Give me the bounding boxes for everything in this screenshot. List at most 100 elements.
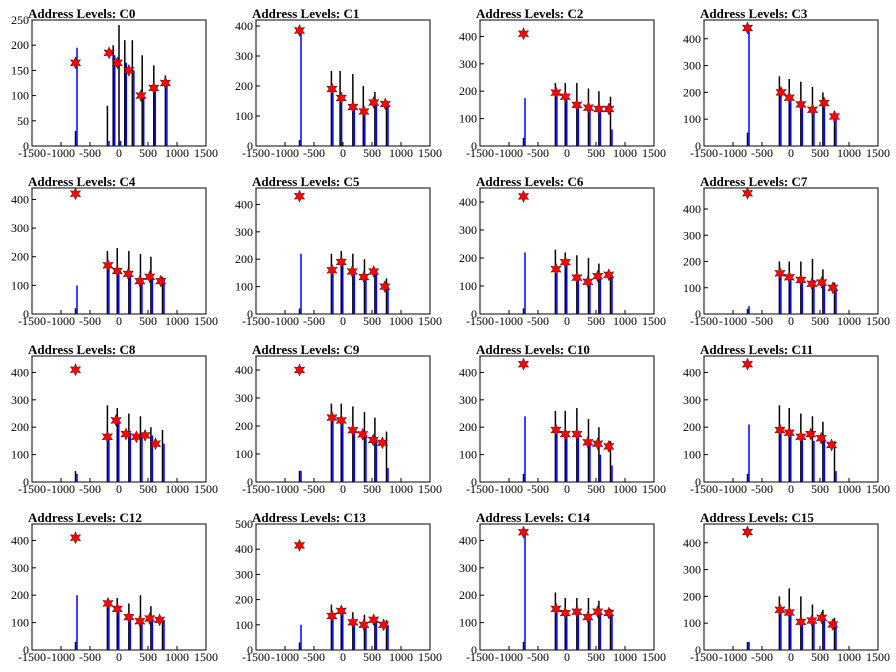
x-tick-label: 1500: [642, 314, 666, 328]
peak-star-marker: [795, 615, 807, 629]
x-tick-label: 0: [564, 146, 570, 160]
x-tick-label: 0: [564, 482, 570, 496]
peak-star-marker: [806, 103, 819, 117]
x-tick-label: -1000: [271, 650, 299, 664]
chart-panel-10: Address Levels: C10 0 100 200 300 400 -1500 -10…: [448, 336, 672, 504]
x-tick-label: -1000: [719, 146, 747, 160]
chart-panel-14: Address Levels: C14 0 100 200 300 400 -1500 -10…: [448, 504, 672, 672]
x-tick-label: -500: [303, 482, 325, 496]
peak-star-marker: [783, 270, 795, 284]
y-tick-label: 200: [683, 420, 701, 434]
chart-svg: 0 100 200 300 400 -1500 -1000 -500 0 500 1000 1500: [459, 523, 666, 664]
x-tick-label: 1500: [418, 482, 442, 496]
y-tick-label: 0: [695, 307, 701, 321]
y-tick-label: 400: [235, 363, 253, 377]
y-tick-label: 250: [11, 13, 29, 27]
peak-star-marker: [795, 97, 807, 111]
peak-star-marker: [603, 439, 615, 453]
chart-title: Address Levels: C3: [700, 6, 808, 21]
y-tick-label: 300: [11, 393, 29, 407]
peak-star-marker: [102, 596, 114, 610]
peak-star-marker: [358, 618, 370, 632]
chart-svg: 0 100 200 300 400 -1500 -1000 -500 0 500 1000 1500: [683, 523, 890, 664]
x-tick-label: 1500: [866, 314, 890, 328]
peak-star-marker: [806, 614, 818, 627]
chart-title: Address Levels: C9: [252, 342, 360, 357]
y-tick-label: 400: [459, 29, 477, 43]
x-tick-label: -500: [79, 650, 101, 664]
x-tick-label: 1500: [418, 146, 442, 160]
y-tick-label: 0: [23, 643, 29, 657]
x-tick-label: 1000: [389, 482, 413, 496]
peak-star-marker: [293, 24, 306, 37]
y-tick-label: 200: [683, 589, 701, 603]
x-tick-label: 1000: [613, 482, 637, 496]
peak-star-marker: [326, 263, 338, 277]
x-tick-label: -1500: [690, 314, 718, 328]
x-tick-label: -500: [79, 314, 101, 328]
x-tick-label: 1000: [165, 482, 189, 496]
y-tick-label: 0: [695, 643, 701, 657]
peak-star-marker: [818, 96, 830, 110]
x-tick-label: 0: [340, 650, 346, 664]
x-tick-label: 1500: [194, 650, 218, 664]
y-tick-label: 100: [11, 278, 29, 292]
peak-star-marker: [368, 613, 380, 627]
x-tick-label: -1000: [271, 482, 299, 496]
peak-star-marker: [550, 423, 562, 437]
x-tick-label: 0: [340, 314, 346, 328]
peak-star-marker: [825, 438, 838, 452]
chart-svg: 0 100 200 300 400 -1500 -1000 -500 0 500 1000 1500: [235, 187, 442, 328]
x-tick-label: 1500: [194, 482, 218, 496]
peak-star-marker: [149, 437, 162, 451]
chart-panel-5: Address Levels: C5 0 100 200 300 400 -1500 -100…: [224, 168, 448, 336]
peak-star-marker: [122, 267, 134, 281]
x-tick-label: 500: [811, 650, 829, 664]
x-tick-label: -1500: [242, 314, 270, 328]
chart-svg: 0 100 200 300 400 500 -1500 -1000 -500 0 500 1000 15…: [235, 517, 442, 664]
y-tick-label: 200: [11, 420, 29, 434]
peak-star-marker: [783, 606, 795, 619]
y-tick-label: 400: [459, 533, 477, 547]
peak-star-marker: [102, 258, 114, 272]
x-tick-label: 1500: [642, 650, 666, 664]
x-tick-label: -500: [751, 482, 773, 496]
y-tick-label: 100: [235, 618, 253, 632]
peak-star-marker: [144, 612, 156, 625]
x-tick-label: 500: [363, 650, 381, 664]
chart-svg: 0 100 200 300 400 -1500 -1000 -500 0 500 1000 1500: [683, 355, 890, 496]
x-tick-label: 500: [587, 314, 605, 328]
y-tick-label: 300: [459, 393, 477, 407]
x-tick-label: 1000: [613, 650, 637, 664]
peak-star-marker: [550, 602, 562, 616]
peak-star-marker: [559, 90, 571, 104]
chart-svg: 0 50 100 150 200 250 -1500 -1000 -500 0 500 1000 150…: [11, 13, 218, 160]
x-tick-label: 500: [811, 146, 829, 160]
peak-star-marker: [376, 436, 389, 450]
chart-svg: 0 100 200 300 400 -1500 -1000 -500 0 500 1000 1500: [11, 523, 218, 664]
peak-star-marker: [795, 430, 807, 444]
peak-star-marker: [111, 264, 123, 278]
x-tick-label: 0: [564, 314, 570, 328]
x-tick-label: 0: [788, 314, 794, 328]
peak-star-marker: [592, 437, 604, 451]
y-tick-label: 300: [235, 49, 253, 63]
chart-title: Address Levels: C11: [700, 342, 814, 357]
peak-star-marker: [559, 255, 571, 269]
x-tick-label: 0: [340, 482, 346, 496]
peak-star-marker: [293, 189, 306, 203]
y-tick-label: 0: [247, 139, 253, 153]
chart-svg: 0 100 200 300 400 -1500 -1000 -500 0 500 1000 1500: [235, 355, 442, 496]
chart-panel-8: Address Levels: C8 0 100 200 300 400 -1500 -100…: [0, 336, 224, 504]
y-tick-label: 100: [683, 448, 701, 462]
x-tick-label: -1000: [495, 314, 523, 328]
peak-star-marker: [69, 187, 82, 201]
y-tick-label: 200: [235, 252, 253, 266]
peak-star-marker: [741, 357, 754, 371]
x-tick-label: 0: [788, 650, 794, 664]
chart-panel-12: Address Levels: C12 0 100 200 300 400 -1500 -10…: [0, 504, 224, 672]
y-tick-label: 0: [471, 643, 477, 657]
y-tick-label: 0: [23, 139, 29, 153]
x-tick-label: -500: [527, 482, 549, 496]
chart-title: Address Levels: C8: [28, 342, 136, 357]
